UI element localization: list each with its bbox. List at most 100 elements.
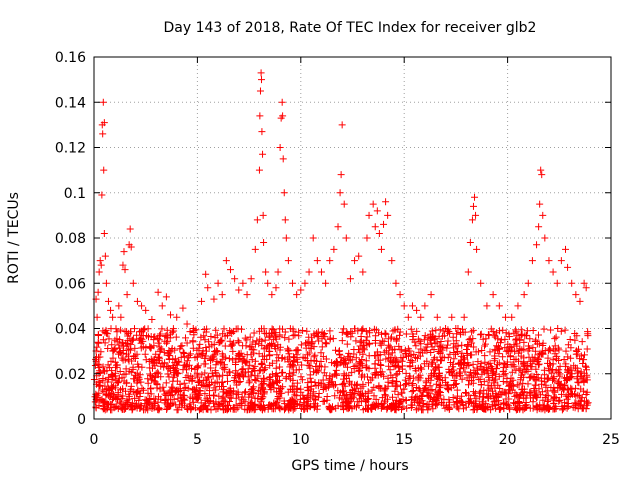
data-point — [468, 216, 476, 224]
data-point — [359, 268, 367, 276]
data-point — [528, 257, 536, 265]
data-point — [127, 243, 135, 251]
y-tick-label: 0.04 — [55, 322, 86, 338]
data-point — [408, 302, 416, 310]
data-point — [363, 234, 371, 242]
data-point — [198, 297, 206, 305]
data-point — [466, 239, 474, 247]
data-point — [508, 313, 516, 321]
data-point — [148, 315, 156, 323]
data-point — [226, 266, 234, 274]
data-point — [214, 279, 222, 287]
data-point — [222, 257, 230, 265]
data-point — [375, 229, 383, 237]
y-axis-label: ROTI / TECUs — [6, 192, 22, 284]
data-point — [369, 200, 377, 208]
data-point — [305, 268, 313, 276]
data-point — [204, 284, 212, 292]
data-point — [142, 306, 150, 314]
data-point — [107, 306, 115, 314]
data-point — [274, 268, 282, 276]
data-point — [404, 313, 412, 321]
data-point — [120, 248, 128, 256]
data-point — [100, 166, 108, 174]
data-point — [284, 257, 292, 265]
data-point — [235, 286, 243, 294]
data-point — [258, 128, 266, 136]
data-point — [582, 284, 590, 292]
plot-frame — [93, 56, 612, 420]
data-point — [322, 279, 330, 287]
data-point — [123, 291, 131, 299]
y-tick-label: 0.06 — [55, 276, 86, 292]
data-point — [183, 320, 191, 328]
data-point — [541, 234, 549, 242]
data-point — [454, 325, 462, 332]
data-point — [392, 279, 400, 287]
data-point — [388, 257, 396, 265]
data-point — [100, 229, 108, 237]
data-point — [93, 313, 101, 321]
data-point — [342, 234, 350, 242]
data-point — [317, 268, 325, 276]
data-point — [119, 261, 127, 269]
data-point — [448, 313, 456, 321]
data-point — [377, 245, 385, 253]
data-point — [259, 150, 267, 158]
data-point — [268, 291, 276, 299]
data-point — [99, 130, 107, 138]
data-point — [262, 268, 270, 276]
data-point — [102, 279, 110, 287]
y-tick-label: 0.12 — [55, 141, 86, 157]
data-point — [293, 291, 301, 299]
data-point — [337, 171, 345, 179]
data-point — [98, 191, 106, 199]
data-point — [202, 270, 210, 278]
grid — [94, 57, 611, 419]
data-point — [309, 234, 317, 242]
data-point — [279, 155, 287, 163]
data-point — [568, 279, 576, 287]
data-point — [121, 266, 129, 274]
data-point — [257, 69, 265, 77]
data-point — [464, 268, 472, 276]
data-point — [417, 313, 425, 321]
data-point — [95, 268, 103, 276]
data-point — [427, 291, 435, 299]
data-point — [549, 268, 557, 276]
data-point — [572, 291, 580, 299]
data-point — [400, 302, 408, 310]
data-point — [280, 189, 288, 197]
data-point — [336, 189, 344, 197]
data-point — [96, 257, 104, 265]
y-tick-label: 0 — [77, 412, 86, 428]
data-point — [297, 286, 305, 294]
data-point — [489, 291, 497, 299]
data-point — [278, 98, 286, 106]
data-point — [256, 87, 264, 95]
data-point — [334, 223, 342, 231]
data-point — [421, 302, 429, 310]
data-point — [533, 241, 541, 249]
data-point — [472, 211, 480, 219]
data-point — [351, 257, 359, 265]
data-point — [473, 245, 481, 253]
data-point — [433, 313, 441, 321]
data-point — [276, 144, 284, 151]
data-point — [442, 325, 450, 332]
axes: 0 5 10 15 20 25 0 0.02 0.04 0.06 0.08 0.1 0.12 0.14 0.… — [55, 50, 620, 448]
data-point — [100, 119, 108, 127]
x-tick-label: 25 — [602, 432, 620, 448]
data-point — [514, 302, 522, 310]
data-point — [330, 245, 338, 253]
data-point — [256, 112, 264, 120]
data-point — [538, 171, 546, 179]
data-point — [167, 311, 175, 319]
chart-title: Day 143 of 2018, Rate Of TEC Index for r… — [164, 20, 537, 36]
data-point — [483, 302, 491, 310]
data-point — [129, 279, 137, 287]
data-point — [502, 313, 510, 321]
x-tick-label: 15 — [395, 432, 413, 448]
x-axis-label: GPS time / hours — [291, 458, 408, 474]
